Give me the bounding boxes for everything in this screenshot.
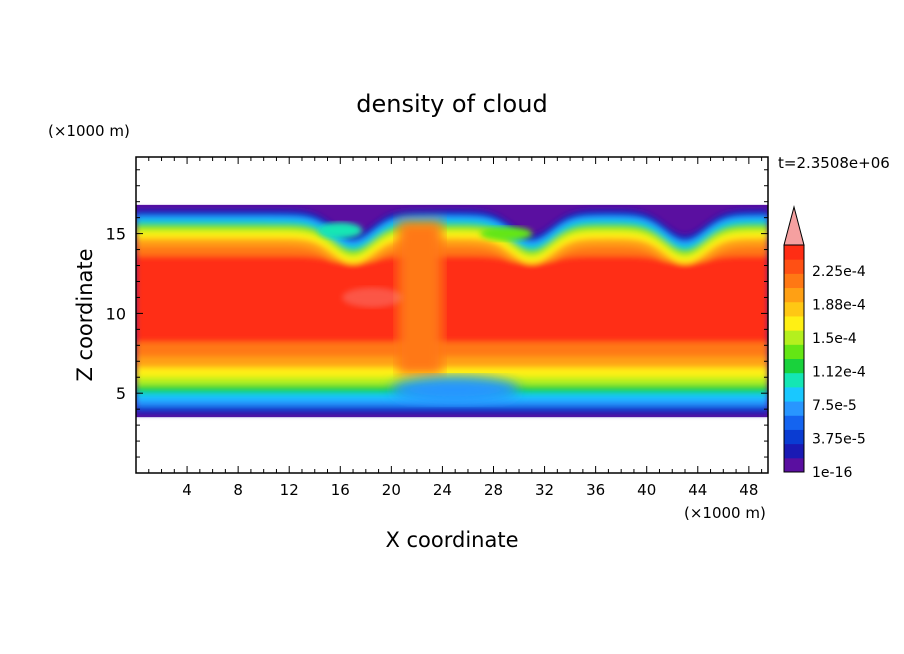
plot-frame xyxy=(135,156,769,474)
eddy xyxy=(318,222,363,239)
colorbar-segment xyxy=(784,386,804,402)
y-tick-label: 10 xyxy=(106,304,126,323)
field-band xyxy=(136,255,768,343)
x-tick-labels: 4 8 12 16 20 24 28 32 36 40 44 48 xyxy=(182,481,758,499)
axis-ticks xyxy=(136,157,768,473)
colorbar-segment xyxy=(784,315,804,331)
chart-title: density of cloud xyxy=(356,90,547,118)
x-unit-label: (×1000 m) xyxy=(684,504,766,522)
x-tick-label: 20 xyxy=(382,481,401,499)
y-axis-label: Z coordinate xyxy=(73,248,97,381)
colorbar xyxy=(783,205,805,473)
colorbar-label: 1e-16 xyxy=(812,465,852,481)
x-tick-label: 8 xyxy=(233,481,243,499)
y-unit-label: (×1000 m) xyxy=(48,122,130,140)
time-label: t=2.3508e+06 xyxy=(778,154,890,172)
colorbar-over-arrow xyxy=(783,205,805,246)
y-tick-label: 15 xyxy=(106,225,126,244)
colorbar-segment xyxy=(784,330,804,345)
x-tick-label: 36 xyxy=(586,481,605,499)
x-tick-label: 16 xyxy=(331,481,350,499)
colorbar-segment xyxy=(784,245,804,260)
colorbar-segment xyxy=(784,358,804,374)
colorbar-segment xyxy=(784,273,804,289)
colorbar-segment xyxy=(784,443,804,459)
x-tick-label: 32 xyxy=(535,481,554,499)
x-tick-label: 40 xyxy=(637,481,656,499)
y-tick-labels: 5 10 15 xyxy=(106,225,126,404)
x-axis-label: X coordinate xyxy=(385,528,518,552)
colorbar-label: 2.25e-4 xyxy=(812,264,866,280)
x-tick-label: 12 xyxy=(280,481,299,499)
eddy xyxy=(480,226,533,241)
x-tick-label: 28 xyxy=(484,481,503,499)
disturbed-region xyxy=(391,376,520,405)
density-field xyxy=(136,204,768,418)
colorbar-label: 7.5e-5 xyxy=(812,398,857,414)
colorbar-label: 1.12e-4 xyxy=(812,365,866,381)
colorbar-segment xyxy=(784,259,804,274)
colorbar-segment xyxy=(784,415,804,430)
colorbar-label: 3.75e-5 xyxy=(812,432,866,448)
colorbar-labels: 2.25e-4 1.88e-4 1.5e-4 1.12e-4 7.5e-5 3.75e-5… xyxy=(812,264,866,481)
colorbar-label: 1.88e-4 xyxy=(812,298,866,314)
colorbar-segment xyxy=(784,372,804,388)
y-tick-label: 5 xyxy=(116,384,126,403)
x-tick-label: 44 xyxy=(688,481,707,499)
turbulent-column xyxy=(397,220,443,375)
colorbar-label: 1.5e-4 xyxy=(812,331,857,347)
colorbar-segment xyxy=(784,429,804,445)
x-tick-label: 4 xyxy=(182,481,192,499)
peak-patch xyxy=(342,287,403,308)
colorbar-segment xyxy=(784,287,804,303)
x-tick-label: 48 xyxy=(739,481,758,499)
colorbar-segment xyxy=(784,401,804,416)
colorbar-segment xyxy=(784,344,804,359)
field-bands xyxy=(136,209,768,414)
x-tick-label: 24 xyxy=(433,481,452,499)
colorbar-segment xyxy=(784,301,804,317)
colorbar-segment xyxy=(784,457,804,473)
